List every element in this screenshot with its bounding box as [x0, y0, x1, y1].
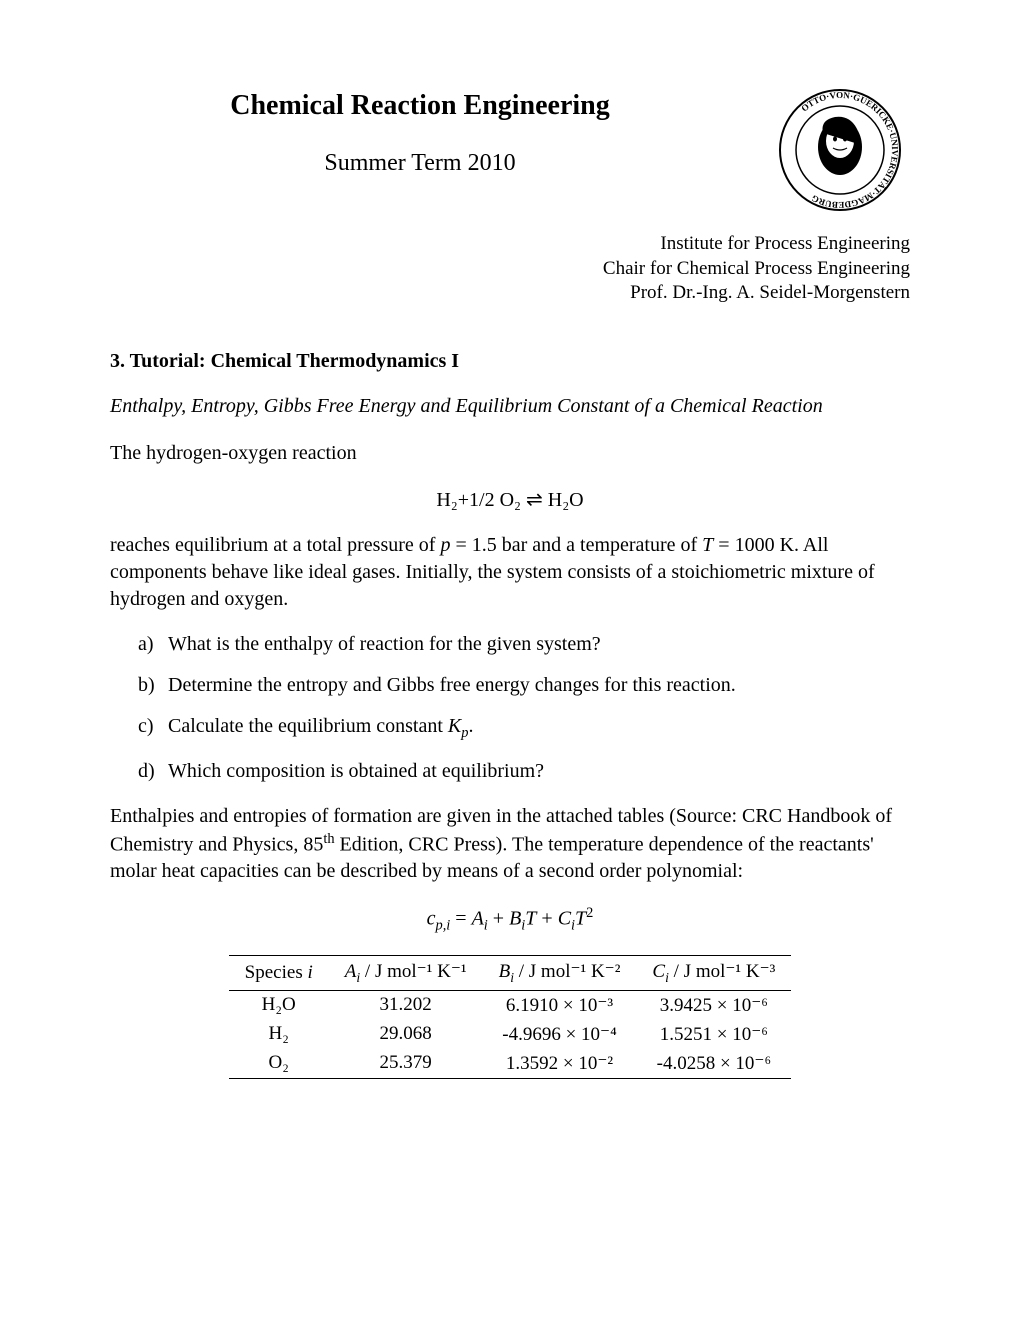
tutorial-subtitle: Enthalpy, Entropy, Gibbs Free Energy and… [110, 395, 910, 418]
tutorial-title: 3. Tutorial: Chemical Thermodynamics I [110, 350, 910, 373]
var-T: T [702, 534, 713, 556]
table-row: H₂O 31.202 6.1910 × 10⁻³ 3.9425 × 10⁻⁶ [229, 990, 792, 1020]
institute-line: Institute for Process Engineering [110, 232, 910, 257]
col-species: Species i [229, 955, 329, 990]
cell-A: 31.202 [329, 990, 483, 1020]
header-row: Chemical Reaction Engineering Summer Ter… [110, 80, 910, 220]
question-label: c) [138, 713, 168, 743]
cell-species: H₂O [229, 990, 329, 1020]
coefficients-table: Species i Ai / J mol⁻¹ K⁻¹ Bi / J mol⁻¹ … [229, 955, 792, 1079]
term-label: Summer Term 2010 [110, 150, 730, 177]
question-text: What is the enthalpy of reaction for the… [168, 631, 601, 658]
table-row: O₂ 25.379 1.3592 × 10⁻² -4.0258 × 10⁻⁶ [229, 1049, 792, 1079]
conditions-paragraph: reaches equilibrium at a total pressure … [110, 532, 910, 613]
cell-A: 29.068 [329, 1020, 483, 1049]
cell-B: 6.1910 × 10⁻³ [483, 990, 637, 1020]
course-title: Chemical Reaction Engineering [110, 90, 730, 122]
tutorial-number: 3. [110, 350, 125, 372]
table-header-row: Species i Ai / J mol⁻¹ K⁻¹ Bi / J mol⁻¹ … [229, 955, 792, 990]
reaction-equation: H₂+1/2 O₂ ⇌ H₂O [110, 487, 910, 512]
professor-line: Prof. Dr.-Ing. A. Seidel-Morgenstern [110, 281, 910, 306]
question-text: Which composition is obtained at equilib… [168, 758, 544, 785]
cell-B: -4.9696 × 10⁻⁴ [483, 1020, 637, 1049]
question-list: a) What is the enthalpy of reaction for … [138, 631, 910, 784]
p-value: = 1.5 bar and a temperature of [450, 534, 702, 556]
cell-C: 3.9425 × 10⁻⁶ [636, 990, 791, 1020]
title-block: Chemical Reaction Engineering Summer Ter… [110, 80, 770, 177]
question-text: Calculate the equilibrium constant Kp. [168, 713, 473, 743]
table-row: H₂ 29.068 -4.9696 × 10⁻⁴ 1.5251 × 10⁻⁶ [229, 1020, 792, 1049]
conditions-pre: reaches equilibrium at a total pressure … [110, 534, 440, 556]
col-C: Ci / J mol⁻¹ K⁻³ [636, 955, 791, 990]
university-logo: OTTO·VON·GUERICKE·UNIVERSITÄT·MAGDEBURG [770, 80, 910, 220]
question-label: a) [138, 631, 168, 658]
source-note: Enthalpies and entropies of formation ar… [110, 803, 910, 886]
cell-A: 25.379 [329, 1049, 483, 1079]
question-b: b) Determine the entropy and Gibbs free … [138, 672, 910, 699]
col-A: Ai / J mol⁻¹ K⁻¹ [329, 955, 483, 990]
cell-B: 1.3592 × 10⁻² [483, 1049, 637, 1079]
tutorial-label: Tutorial: Chemical Thermodynamics I [130, 350, 459, 372]
var-p: p [440, 534, 450, 556]
question-label: d) [138, 758, 168, 785]
cell-species: H₂ [229, 1020, 329, 1049]
chair-line: Chair for Chemical Process Engineering [110, 257, 910, 282]
question-a: a) What is the enthalpy of reaction for … [138, 631, 910, 658]
institute-block: Institute for Process Engineering Chair … [110, 232, 910, 306]
question-label: b) [138, 672, 168, 699]
col-B: Bi / J mol⁻¹ K⁻² [483, 955, 637, 990]
cell-C: 1.5251 × 10⁻⁶ [636, 1020, 791, 1049]
cell-C: -4.0258 × 10⁻⁶ [636, 1049, 791, 1079]
question-c: c) Calculate the equilibrium constant Kp… [138, 713, 910, 743]
question-text: Determine the entropy and Gibbs free ene… [168, 672, 736, 699]
question-d: d) Which composition is obtained at equi… [138, 758, 910, 785]
cell-species: O₂ [229, 1049, 329, 1079]
guericke-logo-icon: OTTO·VON·GUERICKE·UNIVERSITÄT·MAGDEBURG [775, 85, 905, 215]
cp-equation: cp,i = Ai + BiT + CiT2 [110, 905, 910, 935]
intro-text: The hydrogen-oxygen reaction [110, 440, 910, 467]
